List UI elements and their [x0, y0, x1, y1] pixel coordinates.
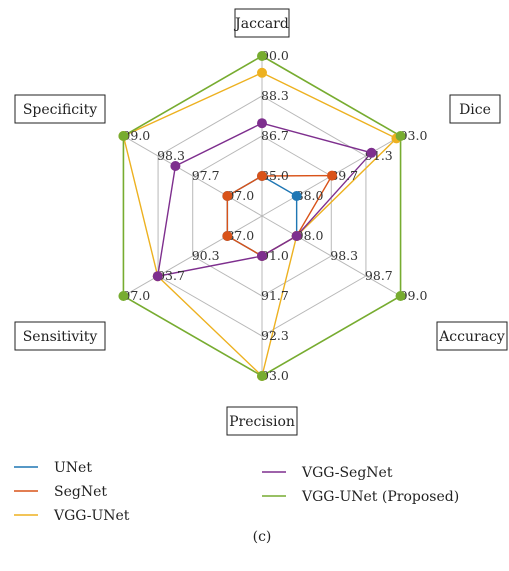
- tick-label: 88.3: [261, 88, 289, 103]
- data-point: [326, 170, 337, 181]
- axis-label-precision: Precision: [226, 406, 298, 436]
- tick-label: 98.0: [296, 228, 324, 243]
- data-point: [257, 371, 267, 381]
- tick-label: 91.7: [261, 288, 289, 303]
- legend-label: SegNet: [54, 484, 107, 500]
- data-point: [366, 147, 377, 158]
- tick-label: 97.7: [192, 168, 220, 183]
- tick-label: 93.0: [261, 368, 289, 383]
- tick-label: 99.0: [122, 128, 150, 143]
- legend-label: VGG-UNet (Proposed): [301, 489, 459, 505]
- data-point: [152, 271, 163, 282]
- data-point: [395, 291, 406, 301]
- data-point: [257, 251, 267, 261]
- legend-item: SegNet: [14, 484, 107, 500]
- tick-labels: 85.086.788.390.088.089.791.393.098.098.3…: [122, 48, 427, 383]
- legend-label: UNet: [54, 460, 92, 476]
- axis-label-text: Specificity: [23, 102, 97, 118]
- data-point: [395, 131, 406, 141]
- tick-label: 93.7: [157, 268, 185, 283]
- legend-item: VGG-SegNet: [262, 465, 393, 481]
- tick-label: 86.7: [261, 128, 289, 143]
- axis-label-text: Precision: [229, 414, 295, 430]
- legend-item: VGG-UNet (Proposed): [262, 489, 459, 505]
- axis-label-dice: Dice: [449, 94, 501, 124]
- data-point: [222, 231, 233, 241]
- data-markers: [118, 51, 406, 381]
- tick-label: 93.0: [400, 128, 428, 143]
- data-point: [118, 131, 129, 141]
- data-point: [257, 67, 267, 78]
- axis-label-box: [436, 321, 508, 351]
- legend-item: VGG-UNet: [14, 508, 130, 524]
- data-point: [118, 291, 129, 301]
- data-point: [257, 118, 267, 129]
- legend-item: UNet: [14, 460, 92, 476]
- axis-label-box: [449, 94, 501, 124]
- axis-label-text: Sensitivity: [23, 329, 98, 345]
- data-point: [291, 231, 302, 241]
- tick-label: 98.7: [365, 268, 393, 283]
- data-point: [291, 191, 302, 201]
- tick-label: 89.7: [330, 168, 358, 183]
- tick-label: 98.3: [157, 148, 185, 163]
- axis-label-text: Dice: [459, 102, 491, 118]
- tick-label: 90.3: [192, 248, 220, 263]
- grid-spoke: [123, 135, 263, 217]
- axis-label-sensitivity: Sensitivity: [14, 321, 106, 351]
- data-point: [170, 161, 181, 171]
- axis-labels: Jaccard Dice Accuracy Precision Sensitivity S…: [14, 8, 508, 436]
- figure-caption: (c): [253, 529, 272, 545]
- legend-label: VGG-SegNet: [301, 465, 393, 481]
- tick-label: 97.0: [226, 188, 254, 203]
- axis-label-text: Accuracy: [438, 329, 505, 345]
- legend: UNet SegNet VGG-UNet VGG-SegNet VGG-UNet (Pr…: [14, 460, 459, 524]
- tick-label: 91.0: [261, 248, 289, 263]
- axis-label-specificity: Specificity: [14, 94, 106, 124]
- axis-label-accuracy: Accuracy: [436, 321, 508, 351]
- grid-spoke: [261, 215, 401, 297]
- axis-label-jaccard: Jaccard: [233, 8, 290, 38]
- axis-label-box: [226, 406, 298, 436]
- axis-label-text: Jaccard: [233, 16, 289, 32]
- tick-label: 99.0: [400, 288, 428, 303]
- tick-label: 87.0: [226, 228, 254, 243]
- axis-label-box: [14, 94, 106, 124]
- data-point: [222, 191, 233, 201]
- tick-label: 88.0: [296, 188, 324, 203]
- series-line: [122, 72, 398, 378]
- tick-label: 92.3: [261, 328, 289, 343]
- tick-label: 85.0: [261, 168, 289, 183]
- legend-label: VGG-UNet: [53, 508, 130, 524]
- tick-label: 90.0: [261, 48, 289, 63]
- axis-label-box: [234, 8, 290, 38]
- tick-label: 98.3: [330, 248, 358, 263]
- grid-spoke: [123, 215, 263, 297]
- tick-label: 97.0: [122, 288, 150, 303]
- axis-label-box: [14, 321, 106, 351]
- data-point: [257, 51, 267, 61]
- data-point: [257, 171, 267, 181]
